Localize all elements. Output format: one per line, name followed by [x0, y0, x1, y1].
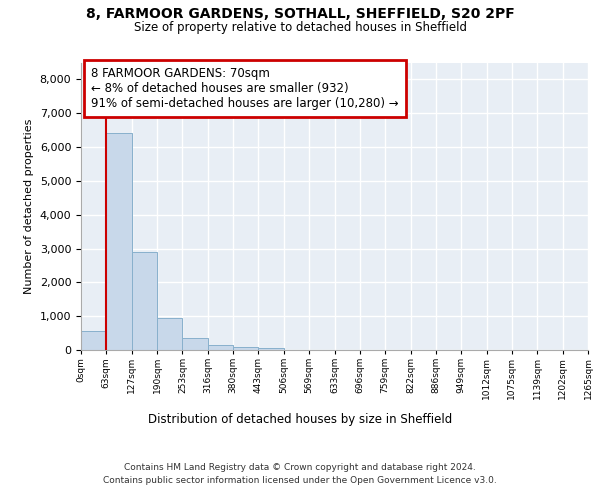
- Bar: [106, 133, 132, 350]
- Text: 8, FARMOOR GARDENS, SOTHALL, SHEFFIELD, S20 2PF: 8, FARMOOR GARDENS, SOTHALL, SHEFFIELD, …: [86, 8, 514, 22]
- Text: Size of property relative to detached houses in Sheffield: Size of property relative to detached ho…: [133, 21, 467, 34]
- Y-axis label: Number of detached properties: Number of detached properties: [24, 118, 34, 294]
- Text: 8 FARMOOR GARDENS: 70sqm
← 8% of detached houses are smaller (932)
91% of semi-d: 8 FARMOOR GARDENS: 70sqm ← 8% of detache…: [91, 67, 399, 110]
- Text: Contains HM Land Registry data © Crown copyright and database right 2024.: Contains HM Land Registry data © Crown c…: [124, 462, 476, 471]
- Text: Distribution of detached houses by size in Sheffield: Distribution of detached houses by size …: [148, 412, 452, 426]
- Text: Contains public sector information licensed under the Open Government Licence v3: Contains public sector information licen…: [103, 476, 497, 485]
- Bar: [81, 330, 106, 350]
- Bar: [132, 252, 157, 350]
- Bar: [182, 338, 208, 350]
- Bar: [259, 348, 284, 350]
- Bar: [157, 318, 182, 350]
- Bar: [233, 347, 259, 350]
- Bar: [208, 344, 233, 350]
